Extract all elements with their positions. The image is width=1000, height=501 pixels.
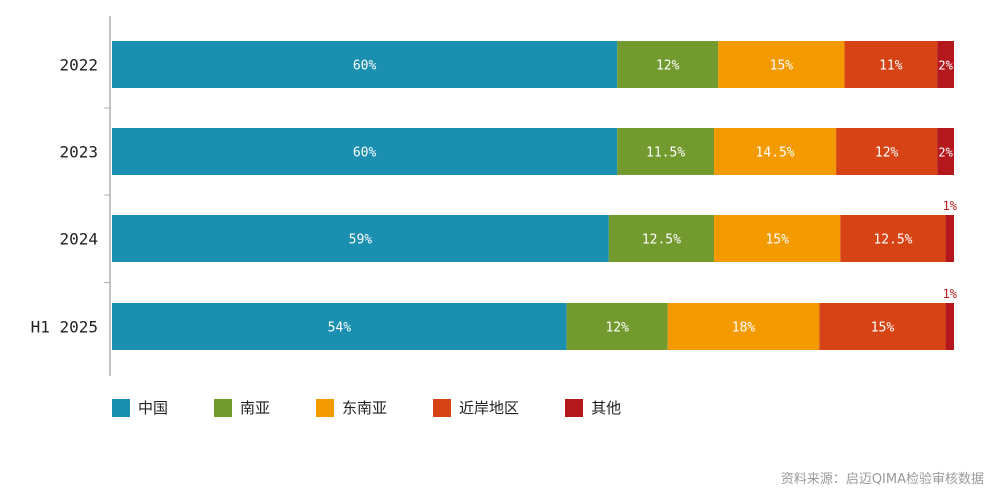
legend-swatch — [565, 398, 584, 417]
data-label: 2% — [938, 146, 953, 160]
bar-segment — [667, 303, 820, 350]
data-label: 18% — [732, 321, 756, 336]
bar-segment — [937, 41, 954, 88]
legend-swatch — [214, 398, 233, 417]
data-label: 12% — [656, 59, 680, 74]
data-label: 12.5% — [642, 233, 681, 248]
data-label: 12.5% — [873, 233, 912, 248]
bar-segment — [608, 215, 715, 262]
legend-item: 其他 — [565, 397, 621, 418]
data-label: 14.5% — [756, 146, 795, 161]
legend-label: 东南亚 — [342, 399, 388, 417]
legend: 中国 南亚 东南亚 近岸地区 其他 — [112, 397, 667, 418]
data-label: 15% — [770, 59, 794, 74]
bar-segment — [836, 128, 938, 175]
bar-segment — [844, 41, 938, 88]
data-label: 59% — [349, 233, 373, 248]
data-label: 2% — [938, 59, 953, 73]
data-label: 12% — [875, 146, 899, 161]
category-label: 2023 — [59, 143, 98, 162]
bar-segment — [840, 215, 946, 262]
category-label: 2022 — [59, 56, 98, 75]
bar-segment — [819, 303, 946, 350]
legend-swatch — [112, 398, 130, 417]
legend-item: 南亚 — [214, 397, 270, 418]
legend-item: 中国 — [112, 397, 168, 418]
bar-segment — [566, 303, 668, 350]
data-label: 60% — [353, 59, 377, 74]
bar-segment — [112, 303, 567, 350]
legend-swatch — [433, 398, 452, 417]
data-label: 1% — [943, 287, 958, 301]
legend-swatch — [316, 398, 335, 417]
bar-segment — [617, 128, 715, 175]
data-label: 1% — [943, 199, 958, 213]
legend-item: 近岸地区 — [433, 397, 519, 418]
data-label: 60% — [353, 146, 377, 161]
source-note: 资料来源：启迈QIMA检验审核数据 — [780, 472, 984, 487]
legend-label: 南亚 — [240, 399, 271, 417]
bar-segment — [112, 128, 618, 175]
legend-label: 其他 — [591, 399, 622, 417]
data-label: 11% — [879, 59, 903, 74]
data-label: 15% — [765, 233, 789, 248]
data-label: 15% — [871, 321, 895, 336]
data-label: 12% — [605, 321, 629, 336]
bar-segment — [937, 128, 954, 175]
data-label: 11.5% — [646, 146, 685, 161]
data-label: 54% — [328, 321, 352, 336]
category-label: H1 2025 — [31, 318, 98, 337]
bar-segment — [945, 303, 954, 350]
bar-segment — [718, 41, 845, 88]
category-label: 2024 — [59, 230, 98, 249]
category-labels-group: 2022 2023 2024 H1 2025 — [31, 56, 98, 337]
legend-label: 中国 — [138, 399, 169, 417]
legend-label: 近岸地区 — [459, 399, 520, 417]
bar-segment — [714, 128, 837, 175]
bars-group: 60% 12% 15% 11% 2% 60% 11.5% 14.5% 12% 2% 59% 12.5%… — [104, 41, 958, 350]
bar-segment — [945, 215, 954, 262]
bar-segment — [617, 41, 719, 88]
legend-item: 东南亚 — [316, 397, 387, 418]
bar-segment — [714, 215, 841, 262]
bar-segment — [112, 41, 618, 88]
bar-segment — [112, 215, 609, 262]
